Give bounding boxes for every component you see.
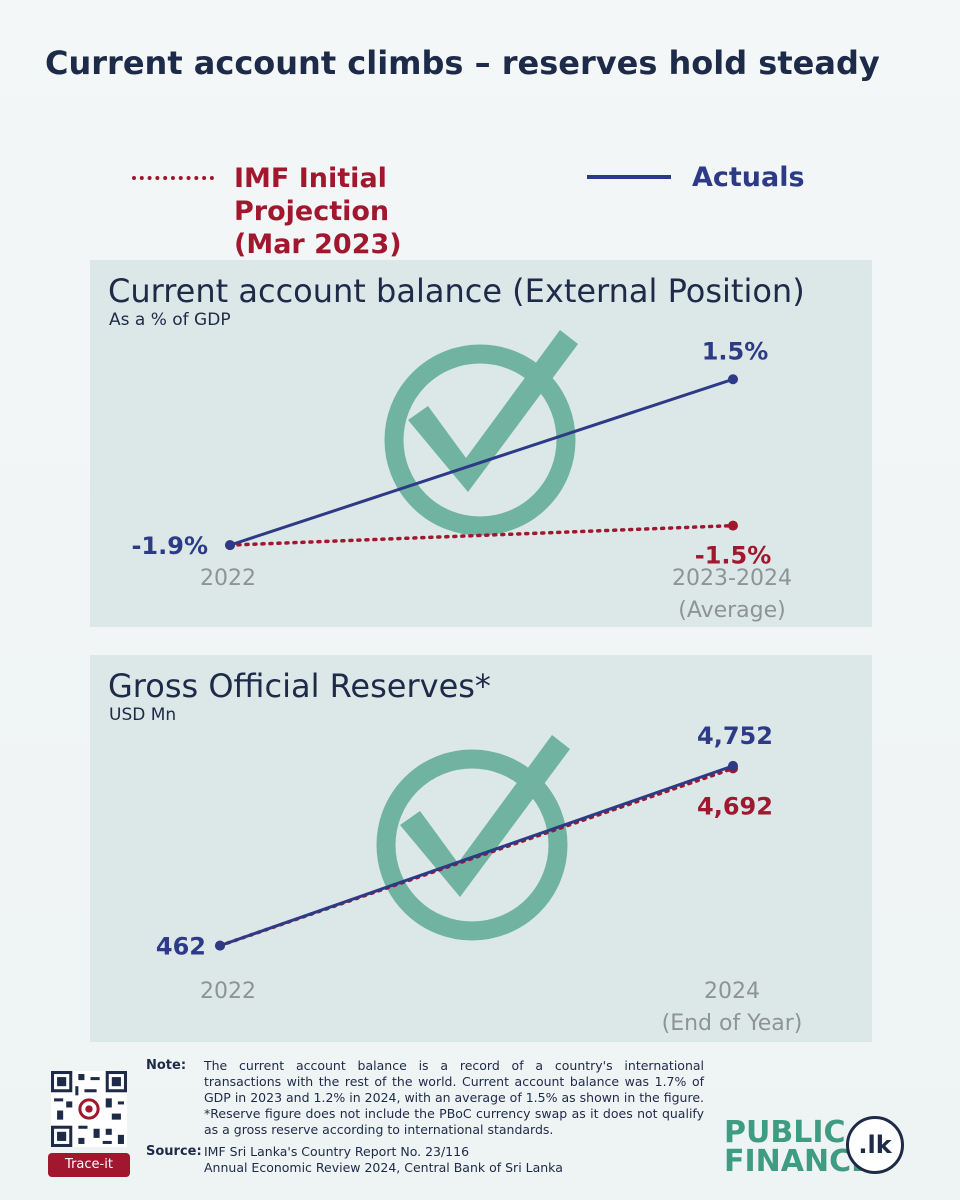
actual-line bbox=[219, 764, 734, 948]
x-tick-label: 2022 bbox=[200, 566, 256, 591]
current-account-chart-panel: -1.5% -1.9% 1.5% 2022 2023-2024 (Average) Cur… bbox=[90, 260, 872, 627]
x-tick-label: 2022 bbox=[200, 979, 256, 1004]
actual-point bbox=[728, 760, 738, 771]
reserves-chart-panel: 4,692 462 4,752 2022 2024 (End of Year) Gross… bbox=[90, 655, 872, 1042]
check-circle-icon bbox=[384, 344, 576, 536]
actual-value-label: -1.9% bbox=[131, 532, 208, 560]
projection-point bbox=[728, 520, 738, 531]
actual-point bbox=[225, 540, 235, 551]
legend-projection-line2: (Mar 2023) bbox=[234, 229, 402, 260]
projection-value-label: 4,692 bbox=[697, 792, 773, 820]
note-label: Note: bbox=[146, 1058, 187, 1073]
x-tick-label: (End of Year) bbox=[662, 1011, 803, 1036]
x-tick-label: (Average) bbox=[678, 598, 786, 623]
actual-point bbox=[215, 940, 225, 951]
x-tick-label: 2023-2024 bbox=[672, 566, 792, 591]
page-title: Current account climbs – reserves hold s… bbox=[45, 44, 880, 82]
legend-projection-line1: IMF Initial Projection bbox=[234, 163, 390, 227]
legend-actuals-label: Actuals bbox=[692, 162, 805, 193]
legend-projection-label: IMF Initial Projection (Mar 2023) bbox=[234, 162, 534, 261]
brand-logo: PUBLIC FINANCE bbox=[724, 1115, 872, 1177]
qr-code-icon bbox=[51, 1071, 127, 1147]
chart-subtitle: USD Mn bbox=[109, 705, 177, 725]
lk-badge: .lk bbox=[846, 1116, 904, 1174]
source-line: Annual Economic Review 2024, Central Ban… bbox=[204, 1160, 563, 1175]
actual-value-label: 462 bbox=[156, 933, 206, 961]
actual-value-label: 1.5% bbox=[702, 337, 769, 365]
projection-value-label: -1.5% bbox=[695, 542, 772, 570]
chart-subtitle: As a % of GDP bbox=[109, 310, 231, 330]
x-tick-label: 2024 bbox=[704, 979, 760, 1004]
current-account-chart: -1.5% -1.9% 1.5% 2022 2023-2024 (Average) bbox=[131, 330, 792, 623]
projection-line bbox=[228, 523, 735, 547]
trace-it-label[interactable]: Trace-it bbox=[48, 1153, 130, 1177]
actual-value-label: 4,752 bbox=[697, 722, 773, 750]
check-circle-icon bbox=[376, 749, 568, 941]
source-label: Source: bbox=[146, 1144, 202, 1159]
note-text: The current account balance is a record … bbox=[204, 1058, 704, 1137]
legend-actuals-swatch bbox=[587, 175, 671, 179]
chart-title: Gross Official Reserves* bbox=[108, 667, 491, 705]
actual-point bbox=[728, 374, 738, 385]
source-line: IMF Sri Lanka's Country Report No. 23/11… bbox=[204, 1144, 470, 1159]
legend-projection-swatch bbox=[132, 176, 214, 180]
actual-line bbox=[229, 377, 734, 547]
lk-badge-text: .lk bbox=[858, 1131, 892, 1159]
brand-line1: PUBLIC bbox=[724, 1115, 846, 1150]
chart-title: Current account balance (External Positi… bbox=[108, 272, 805, 310]
qr-code[interactable] bbox=[51, 1071, 127, 1147]
reserves-chart: 4,692 462 4,752 2022 2024 (End of Year) bbox=[156, 722, 803, 1036]
checkmark-icon bbox=[408, 330, 578, 492]
source-text: IMF Sri Lanka's Country Report No. 23/11… bbox=[204, 1144, 704, 1176]
checkmark-icon bbox=[400, 735, 570, 897]
